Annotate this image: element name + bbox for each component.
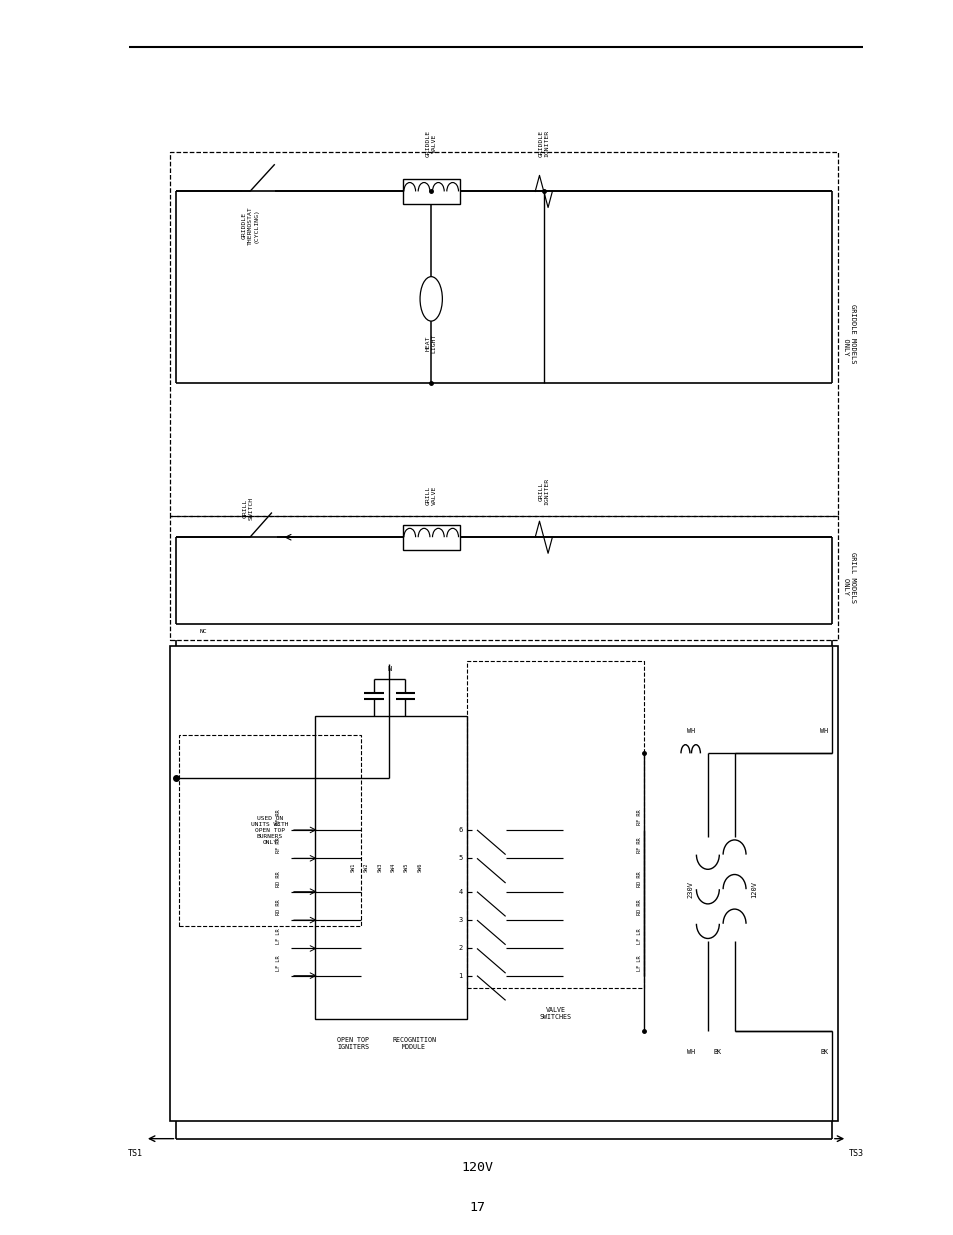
Text: GRILL
IGNITER: GRILL IGNITER	[537, 478, 549, 505]
Text: RD RR: RD RR	[275, 871, 281, 887]
Text: 4: 4	[458, 889, 462, 894]
Text: WH: WH	[820, 727, 827, 734]
Text: SW4: SW4	[390, 863, 395, 872]
Text: N: N	[387, 666, 391, 672]
Text: RD RR: RD RR	[636, 899, 641, 915]
Text: 120V: 120V	[750, 881, 756, 898]
Text: HEAT
LIGHT: HEAT LIGHT	[425, 333, 436, 353]
Text: GRIDDLE
IGNITER: GRIDDLE IGNITER	[537, 130, 549, 157]
Text: SW2: SW2	[363, 863, 369, 872]
Bar	[402, 179, 459, 204]
Bar	[170, 646, 837, 1121]
Text: NC: NC	[199, 629, 207, 634]
Text: SW3: SW3	[376, 863, 382, 872]
Text: 17: 17	[469, 1202, 484, 1214]
Text: LF LR: LF LR	[636, 927, 641, 944]
Text: RF RR: RF RR	[275, 809, 281, 825]
Text: 3: 3	[458, 918, 462, 923]
Text: LF LR: LF LR	[636, 955, 641, 971]
Text: 2: 2	[458, 946, 462, 951]
Text: SW6: SW6	[416, 863, 422, 872]
Text: RF RR: RF RR	[636, 837, 641, 853]
Text: RD RR: RD RR	[636, 871, 641, 887]
Text: BK: BK	[713, 1049, 720, 1055]
Bar	[467, 661, 643, 988]
Text: WH: WH	[686, 1049, 694, 1055]
Bar	[314, 716, 467, 1019]
Text: WH: WH	[686, 727, 694, 734]
Text: GRIDDLE
VALVE: GRIDDLE VALVE	[425, 130, 436, 157]
Text: OPEN TOP
IGNITERS: OPEN TOP IGNITERS	[336, 1037, 369, 1051]
Text: GRILL
VALVE: GRILL VALVE	[425, 485, 436, 505]
Text: LF LR: LF LR	[275, 955, 281, 971]
Text: SW5: SW5	[403, 863, 409, 872]
Bar	[170, 516, 837, 640]
Bar	[179, 735, 360, 926]
Text: GRIDDLE
THERMOSTAT
(CYCLING): GRIDDLE THERMOSTAT (CYCLING)	[241, 206, 258, 245]
Text: RF RR: RF RR	[636, 809, 641, 825]
Ellipse shape	[419, 277, 442, 321]
Text: RF RR: RF RR	[275, 837, 281, 853]
Text: TS3: TS3	[848, 1149, 863, 1157]
Text: 1: 1	[458, 973, 462, 978]
Text: 5: 5	[458, 856, 462, 861]
Text: LF LR: LF LR	[275, 927, 281, 944]
Text: RECOGNITION
MODULE: RECOGNITION MODULE	[392, 1037, 436, 1051]
Text: GRILL
SWITCH: GRILL SWITCH	[242, 496, 253, 520]
Text: TS1: TS1	[128, 1149, 143, 1157]
Text: RD RR: RD RR	[275, 899, 281, 915]
Text: USED ON
UNITS WITH
OPEN TOP
BURNERS
ONLY: USED ON UNITS WITH OPEN TOP BURNERS ONLY	[251, 816, 289, 845]
Text: VALVE
SWITCHES: VALVE SWITCHES	[539, 1007, 571, 1020]
Text: SW1: SW1	[350, 863, 355, 872]
Text: GRIDDLE MODELS
      ONLY: GRIDDLE MODELS ONLY	[841, 304, 855, 364]
Text: 6: 6	[458, 827, 462, 832]
Text: 230V: 230V	[687, 881, 693, 898]
Bar	[170, 152, 837, 516]
Text: 120V: 120V	[460, 1161, 493, 1174]
Bar	[402, 525, 459, 550]
Text: BK: BK	[820, 1049, 827, 1055]
Text: GRILL MODELS
    ONLY: GRILL MODELS ONLY	[841, 552, 855, 604]
